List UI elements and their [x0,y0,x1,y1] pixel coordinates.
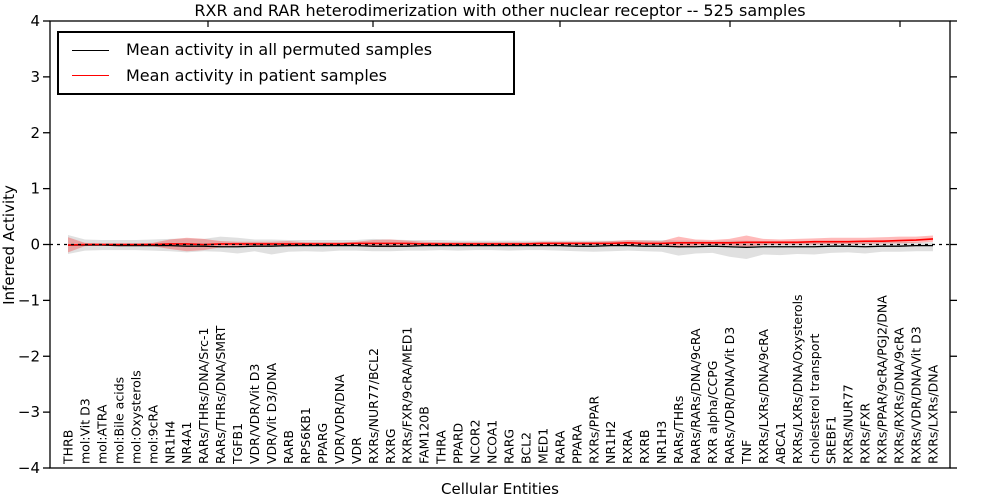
legend-label-permuted: Mean activity in all permuted samples [126,40,433,60]
legend-item-permuted: Mean activity in all permuted samples [59,42,513,58]
x-tick-label: RXRs/LXRs/DNA [926,364,941,464]
x-tick-label: RXRA [620,430,635,464]
x-tick-label: FAM120B [417,406,432,464]
x-tick-label: RXRs/LXRs/DNA/Oxysterols [790,294,805,464]
x-tick-label: RXRs/NUR77 [841,384,856,464]
x-tick-label: RXRs/PPAR [586,396,601,464]
x-tick-label: RXRs/RXRs/DNA/9cRA [892,327,907,464]
x-tick-label: RARs/THRs [671,396,686,464]
x-tick-label: RARB [281,430,296,464]
x-tick-label: RXRs/FXR/9cRA/MED1 [400,327,415,464]
x-tick-label: RARs/THRs/DNA/Src-1 [196,328,211,464]
x-tick-label: NCOA1 [485,420,500,464]
x-tick-label: NR1H4 [162,421,177,464]
x-tick-label: VDR/VDR/DNA [332,374,347,464]
x-tick-label: RXRs/FXR [858,403,873,464]
x-tick-label: mol:Bile acids [111,377,126,464]
x-axis-label: Cellular Entities [441,480,559,498]
x-tick-label: RXR alpha/CCPG [705,361,720,464]
legend: Mean activity in all permuted samples Me… [57,31,515,95]
x-tick-label: mol:Oxysterols [128,370,143,464]
y-axis-label: Inferred Activity [0,185,18,305]
y-tick-label: −2 [18,347,40,365]
x-tick-label: VDR [349,437,364,464]
x-tick-label: PPARG [315,423,330,464]
permuted-mean-line [68,244,933,248]
permuted-std-band [68,235,933,260]
y-tick-label: −1 [18,291,40,309]
x-tick-label: THRA [434,430,449,465]
x-tick-label: MED1 [535,428,550,464]
x-tick-label: NR1H2 [603,421,618,464]
x-tick-label: RXRG [383,428,398,464]
x-tick-label: mol:ATRA [94,404,109,464]
x-tick-label: TGFB1 [230,423,245,465]
x-tick-label: BCL2 [518,432,533,464]
x-tick-label: NCOR2 [468,419,483,464]
y-tick-label: 1 [30,180,40,198]
x-tick-label: mol:Vit D3 [77,398,92,464]
x-tick-label: RXRs/PPAR/9cRA/PGJ2/DNA [875,295,890,464]
y-tick-label: −3 [18,403,40,421]
y-tick-label: 2 [30,124,40,142]
x-tick-label: mol:9cRA [145,404,160,464]
x-tick-label: RXRs/NUR77/BCL2 [366,348,381,464]
red-line-swatch [72,75,109,77]
plot-area: 4 3 2 1 0 −1 −2 −3 −4 THRB mol:Vit D3 mol:ATRA mol:B… [18,12,957,477]
x-tick-label: RXRs/VDR/DNA/Vit D3 [909,326,924,464]
x-tick-label: RXRB [637,429,652,464]
y-tick-label: 4 [30,12,40,30]
legend-item-patient: Mean activity in patient samples [59,65,513,85]
x-tick-label: ABCA1 [773,422,788,464]
x-tick-label: VDR/Vit D3/DNA [264,363,279,464]
x-tick-label: VDR/VDR/Vit D3 [247,364,262,464]
y-tick-label: 0 [30,236,40,254]
y-tick-label: −4 [18,459,40,477]
legend-label-patient: Mean activity in patient samples [126,65,387,85]
x-tick-label: RARs/RARs/DNA/9cRA [688,328,703,464]
x-tick-label: RARA [552,430,567,464]
x-tick-label: TNF [739,440,754,465]
chart-title: RXR and RAR heterodimerization with othe… [194,1,805,20]
black-line-swatch [72,49,109,51]
x-tick-label: THRB [61,430,76,465]
x-tick-label: RARs/VDR/DNA/Vit D3 [722,327,737,464]
x-tick-label: PPARA [569,424,584,464]
x-tick-label: NR4A1 [179,422,194,465]
x-tick-label: RXRs/LXRs/DNA/9cRA [756,329,771,464]
y-tick-label: 3 [30,68,40,86]
x-tick-label: SREBF1 [824,416,839,464]
x-tick-label: RPS6KB1 [298,407,313,464]
x-tick-label: RARG [501,429,516,464]
x-tick-label: NR1H3 [654,421,669,464]
x-tick-label: cholesterol transport [807,333,822,464]
x-tick-label: PPARD [451,423,466,464]
x-tick-label: RARs/THRs/DNA/SMRT [213,325,228,464]
